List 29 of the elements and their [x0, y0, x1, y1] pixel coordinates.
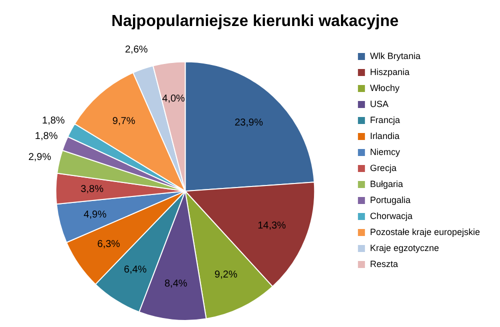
legend-label: Wlk Brytania: [370, 50, 420, 61]
legend-label: Hiszpania: [370, 66, 410, 77]
legend-label: Niemcy: [370, 146, 400, 157]
legend-label: Włochy: [370, 82, 400, 93]
data-label: 6,3%: [97, 238, 120, 250]
data-label: 9,2%: [214, 270, 238, 281]
legend-label: Pozostałe kraje europejskie: [370, 226, 480, 237]
legend-label: Irlandia: [370, 130, 400, 141]
legend-label: USA: [370, 98, 388, 109]
data-label: 8,4%: [164, 278, 188, 290]
chart-title: Najpopularniejsze kierunki wakacyjne: [111, 13, 399, 30]
data-label: 1,8%: [34, 130, 58, 142]
legend-label: Francja: [370, 114, 400, 125]
legend-label: Portugalia: [370, 194, 410, 205]
data-label: 2,6%: [124, 44, 148, 56]
data-label: 23,9%: [234, 118, 264, 129]
legend-label: Bułgaria: [370, 178, 403, 189]
data-label: 1,8%: [42, 116, 65, 127]
data-label: 4,9%: [84, 209, 107, 220]
data-label: 3,8%: [80, 184, 104, 196]
data-label: 14,3%: [258, 220, 286, 232]
legend-label: Grecja: [370, 162, 396, 173]
data-label: 2,9%: [28, 152, 52, 163]
data-label: 4,0%: [162, 93, 186, 104]
data-label: 6,4%: [124, 264, 147, 276]
legend-label: Chorwacja: [370, 210, 412, 221]
legend-label: Reszta: [370, 258, 398, 269]
data-label: 9,7%: [112, 116, 136, 127]
legend-label: Kraje egzotyczne: [370, 242, 439, 253]
